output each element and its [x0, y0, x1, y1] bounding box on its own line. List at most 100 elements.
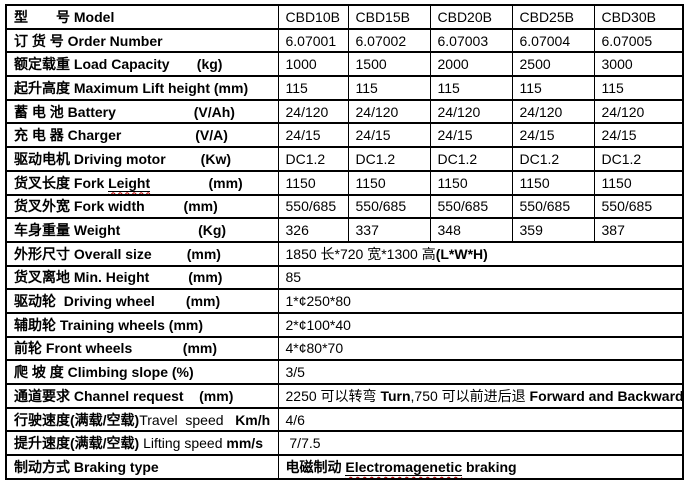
spec-value-cell: DC1.2 [593, 146, 684, 172]
spec-label-cell: 辅助轮 Training wheels (mm) [5, 311, 279, 338]
spec-value-cell: 24/120 [347, 98, 431, 125]
spec-value-cell: 115 [593, 75, 684, 101]
table-row: 爬 坡 度 Climbing slope (%) 3/5 [5, 359, 684, 385]
spec-value-cell-merged: 85 [277, 264, 684, 291]
text-segment: (mm) [150, 174, 243, 191]
spec-value-cell: 6.07002 [347, 27, 431, 54]
spec-value-cell: CBD10B [277, 4, 349, 30]
text-segment: CBD30B [601, 8, 656, 25]
table-row: 车身重量 Weight (Kg) 326 337 348 359 387 [5, 217, 684, 243]
text-segment: 1850 长*720 宽*1300 高 [285, 245, 436, 262]
text-segment: 6.07002 [355, 32, 407, 49]
table-row: 货叉离地 Min. Height (mm) 85 [5, 264, 684, 291]
spec-value-cell: 550/685 [347, 193, 431, 220]
spec-value-cell: 24/120 [593, 98, 684, 125]
text-segment: 行驶速度(满载/空载) [14, 411, 140, 428]
spec-value-cell: 24/15 [429, 122, 513, 149]
text-segment: 6.07003 [437, 32, 489, 49]
text-segment: 爬 坡 度 Climbing slope (%) [14, 364, 194, 381]
spec-value-cell: 115 [277, 75, 349, 101]
text-segment: (L*W*H) [435, 245, 488, 262]
text-segment: 115 [437, 79, 460, 96]
text-segment: 550/685 [355, 198, 407, 215]
spec-value-cell-merged: 3/5 [277, 359, 684, 385]
text-segment: 24/15 [355, 127, 391, 144]
text-segment: ,750 可以前进后退 [410, 387, 530, 404]
spec-value-cell-merged: 7/7.5 [277, 430, 684, 457]
spec-value-cell: 1150 [511, 169, 595, 196]
text-segment: 型 号 Model [14, 8, 115, 25]
table-row: 货叉长度 Fork Leight (mm) 1150 1150 1150 1150 115… [5, 169, 684, 196]
spec-value-cell: 6.07003 [429, 27, 513, 54]
spec-label-cell: 订 货 号 Order Number [5, 27, 279, 54]
text-segment: 1000 [285, 56, 317, 73]
table-row: 提升速度(满载/空载) Lifting speed mm/s 7/7.5 [5, 430, 684, 457]
spec-value-cell-merged: 电磁制动 Electromagenetic braking [277, 454, 684, 480]
spec-value-cell: DC1.2 [277, 146, 349, 172]
text-segment: 24/120 [437, 103, 481, 120]
spec-value-cell: 1150 [277, 169, 349, 196]
spec-value-cell: 348 [429, 217, 513, 243]
spec-label-cell: 爬 坡 度 Climbing slope (%) [5, 359, 279, 385]
text-segment: 24/15 [601, 127, 637, 144]
text-segment: 1*¢250*80 [285, 293, 351, 310]
spec-value-cell: DC1.2 [429, 146, 513, 172]
text-segment: 7/7.5 [285, 435, 321, 452]
text-segment: 2250 可以转弯 [285, 387, 381, 404]
spec-value-cell: CBD20B [429, 4, 513, 30]
spec-value-cell: DC1.2 [511, 146, 595, 172]
table-row: 外形尺寸 Overall size (mm) 1850 长*720 宽*1300 … [5, 240, 684, 267]
table-row: 驱动电机 Driving motor (Kw) DC1.2 DC1.2 DC1.2 DC… [5, 146, 684, 172]
text-segment: 115 [285, 79, 308, 96]
text-segment: 2500 [519, 56, 551, 73]
text-segment: 制动方式 Braking type [14, 458, 159, 475]
text-segment: CBD25B [519, 8, 574, 25]
spec-value-cell: 1150 [593, 169, 684, 196]
spec-label-cell: 行驶速度(满载/空载)Travel speed Km/h [5, 406, 279, 433]
spec-label-cell: 车身重量 Weight (Kg) [5, 217, 279, 243]
text-segment: 24/120 [355, 103, 399, 120]
text-segment: 359 [519, 222, 543, 239]
misspelled-word: Leight [108, 174, 151, 192]
spec-value-cell-merged: 1850 长*720 宽*1300 高(L*W*H) [277, 240, 684, 267]
table-row: 额定载重 Load Capacity (kg) 1000 1500 2000 2500 3… [5, 51, 684, 78]
text-segment: braking [462, 458, 517, 475]
spec-value-cell-merged: 2*¢100*40 [277, 311, 684, 338]
text-segment: 115 [355, 79, 378, 96]
text-segment: 115 [601, 79, 624, 96]
spec-value-cell: 24/15 [347, 122, 431, 149]
text-segment: 蓄 电 池 Battery (V/Ah) [14, 103, 235, 120]
text-segment: 24/120 [601, 103, 645, 120]
text-segment: CBD10B [285, 8, 340, 25]
text-segment: 6.07005 [601, 32, 653, 49]
spec-value-cell: 337 [347, 217, 431, 243]
spec-value-cell: 387 [593, 217, 684, 243]
spec-value-cell: 550/685 [511, 193, 595, 220]
spec-value-cell: 2000 [429, 51, 513, 78]
text-segment: 2*¢100*40 [285, 316, 351, 333]
text-segment: 550/685 [519, 198, 571, 215]
spec-value-cell-merged: 2250 可以转弯 Turn,750 可以前进后退 Forward and Ba… [277, 383, 684, 409]
spec-value-cell: 24/15 [593, 122, 684, 149]
spec-label-cell: 制动方式 Braking type [5, 454, 279, 480]
text-segment: 24/15 [285, 127, 321, 144]
text-segment: 1150 [355, 174, 386, 191]
spec-value-cell-merged: 1*¢250*80 [277, 288, 684, 314]
spec-value-cell: 550/685 [277, 193, 349, 220]
text-segment: Lifting speed [143, 435, 227, 452]
text-segment: 驱动电机 Driving motor (Kw) [14, 150, 231, 167]
text-segment: 1150 [285, 174, 316, 191]
spec-value-cell: 1500 [347, 51, 431, 78]
spec-value-cell: CBD15B [347, 4, 431, 30]
spec-value-cell: 550/685 [429, 193, 513, 220]
spec-label-cell: 货叉长度 Fork Leight (mm) [5, 169, 279, 196]
table-row: 充 电 器 Charger (V/A) 24/15 24/15 24/15 24/15 2… [5, 122, 684, 149]
text-segment: 电磁制动 [285, 458, 346, 475]
text-segment: Km/h [223, 411, 271, 428]
text-segment: 326 [285, 222, 309, 239]
text-segment: DC1.2 [601, 150, 642, 167]
text-segment: 提升速度(满载/空载) [14, 435, 144, 452]
text-segment: 2000 [437, 56, 469, 73]
table-row: 货叉外宽 Fork width (mm) 550/685 550/685 550/68… [5, 193, 684, 220]
spec-label-cell: 起升高度 Maximum Lift height (mm) [5, 75, 279, 101]
